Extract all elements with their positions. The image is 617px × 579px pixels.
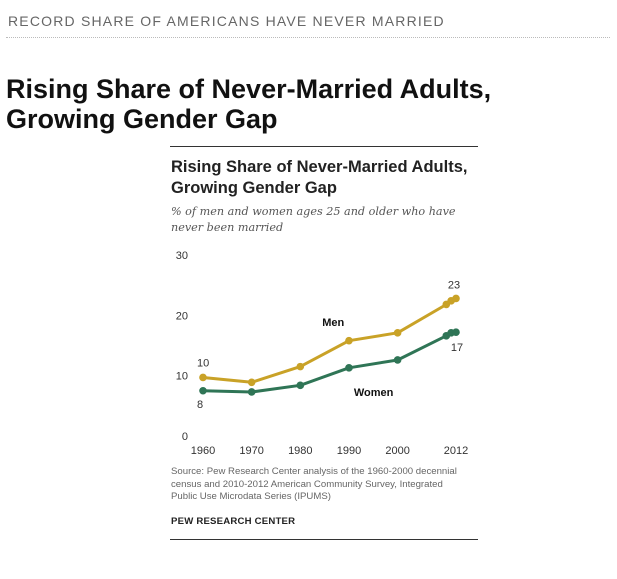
data-point-women — [345, 364, 353, 372]
x-tick-label: 2000 — [385, 445, 409, 457]
data-point-women — [296, 381, 305, 390]
data-label-women-start: 8 — [197, 399, 203, 411]
x-tick-label: 1970 — [239, 445, 263, 457]
chart-source-note: Source: Pew Research Center analysis of … — [171, 466, 457, 502]
data-point-men — [247, 378, 256, 387]
data-point-men — [345, 336, 353, 345]
data-label-women-end: 17 — [451, 342, 463, 354]
page-headline: Rising Share of Never-Married Adults, Gr… — [6, 74, 492, 134]
x-tick-label: 1960 — [191, 445, 215, 457]
y-tick-label: 20 — [176, 310, 188, 322]
data-point-women — [199, 386, 207, 395]
kicker-divider — [6, 37, 610, 38]
series-label-women: Women — [354, 387, 394, 399]
card-bottom-rule — [170, 539, 478, 540]
x-tick-label: 1990 — [337, 445, 361, 457]
series-line-women — [201, 330, 458, 394]
brand-credit: PEW RESEARCH CENTER — [171, 516, 296, 527]
x-tick-label: 2012 — [444, 445, 468, 457]
data-point-women — [393, 356, 402, 364]
data-label-men-start: 10 — [197, 357, 209, 369]
chart-subtitle: % of men and women ages 25 and older who… — [171, 205, 456, 234]
card-top-rule — [170, 146, 478, 147]
x-tick-label: 1980 — [288, 445, 312, 457]
data-point-women — [452, 328, 460, 337]
data-label-men-end: 23 — [448, 279, 460, 291]
data-point-women — [247, 388, 256, 396]
chart-title: Rising Share of Never-Married Adults, Gr… — [171, 158, 468, 197]
data-point-men — [199, 373, 207, 382]
line-chart: 0 10 20 30 1960 1970 1980 1990 2000 2012 10 8 23 17 Me… — [176, 250, 468, 457]
series-label-men: Men — [322, 317, 344, 329]
kicker: RECORD SHARE OF AMERICANS HAVE NEVER MAR… — [8, 13, 445, 29]
data-point-men — [452, 294, 460, 303]
y-tick-label: 10 — [176, 371, 188, 383]
data-point-men — [393, 329, 402, 337]
series-line-men — [201, 296, 458, 384]
data-point-men — [296, 362, 305, 371]
y-tick-label: 30 — [176, 250, 188, 262]
y-tick-label: 0 — [182, 431, 188, 443]
